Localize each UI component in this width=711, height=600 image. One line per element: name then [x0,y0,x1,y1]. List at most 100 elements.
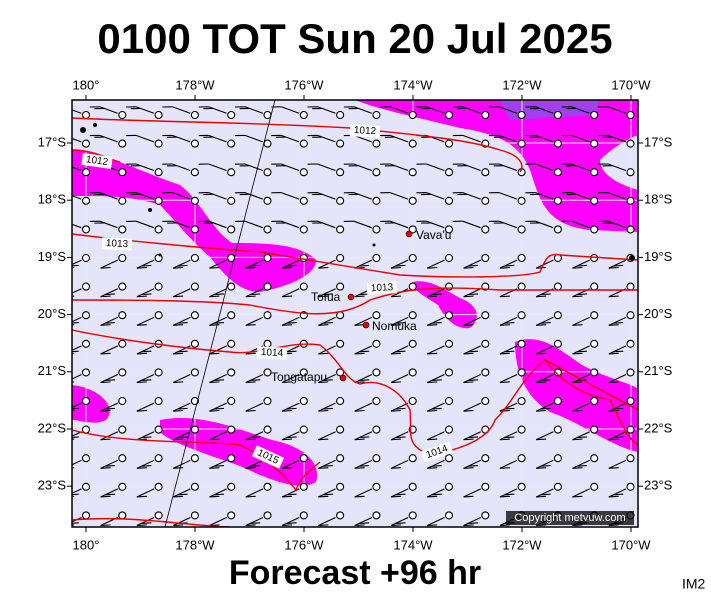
barb-staff [209,402,227,412]
barb-station [481,511,490,520]
barb-staff [390,431,409,441]
wind-barb [535,368,562,384]
wind-barb [499,482,526,498]
barb-staff [100,259,119,269]
barb-feather [136,352,147,355]
barb-feather [468,522,479,524]
barb-station [154,196,163,205]
barb-station [154,110,163,120]
wind-barb [452,220,490,234]
barb-feather [390,324,401,326]
wind-barb [245,425,272,441]
wind-barb [318,368,345,384]
barb-staff [72,488,82,494]
wind-barb [463,396,490,412]
wind-barb [535,396,562,412]
barb-staff [354,431,373,441]
isobar-label: 1013 [106,238,129,250]
barb-feather [390,266,401,269]
wind-barb [463,282,490,298]
barb-feather [468,436,479,439]
barb-feather [572,495,583,498]
barb-feather [427,266,438,269]
barb-staff [172,459,191,469]
barb-feather [390,381,401,384]
wind-barb [416,220,454,234]
barb-station [336,425,345,434]
barb-feather [395,522,406,524]
barb-staff [535,220,554,229]
barb-staff [608,459,627,469]
barb-feather [177,264,188,267]
barb-feather [468,350,479,353]
barb-station [481,168,490,177]
wind-barb [380,220,417,234]
barb-station [263,339,272,348]
wind-barb [126,220,163,234]
barb-station [118,454,127,463]
barb-station [517,110,526,120]
barb-staff [172,106,191,114]
barb-staff [427,459,445,469]
barb-station [481,368,490,377]
barb-feather [282,467,293,469]
barb-staff [390,345,409,355]
lat-label: 17°S [644,134,673,149]
barb-station [590,454,599,463]
barb-feather [318,467,329,469]
barb-feather [105,322,116,324]
barb-feather [105,465,116,467]
barb-staff [608,431,627,441]
wind-barb [427,454,454,469]
wind-barb [427,425,454,441]
title: 0100 TOT Sun 20 Jul 2025 [97,15,612,62]
barb-staff [498,192,518,200]
barb-station [517,253,526,263]
barb-station [299,139,308,148]
barb-feather [427,352,438,355]
barb-feather [72,407,79,410]
wind-barb [416,192,454,205]
barb-staff [318,431,336,441]
barb-feather [100,495,111,498]
barb-station [444,482,454,491]
barb-feather [499,495,510,498]
barb-station [118,368,127,377]
place-label: Tofua [311,290,341,304]
barb-station [626,339,635,348]
barb-staff [100,345,119,355]
barb-feather [72,350,79,353]
map-frame [71,99,639,528]
barb-station [227,196,236,205]
isobar-label: 1012 [85,154,109,168]
wind-barb [463,368,490,384]
wind-barb [354,396,381,412]
barb-staff [135,220,155,229]
barb-station [227,396,236,406]
wind-barb [572,311,599,326]
barb-staff [427,259,445,269]
barb-feather [72,264,79,267]
barb-staff [607,106,626,114]
barb-staff [318,488,336,498]
barb-feather [213,493,224,496]
barb-staff [244,106,263,114]
barb-staff [462,192,481,200]
barb-feather [504,407,515,410]
barb-staff [572,402,590,412]
barb-staff [99,220,118,229]
barb-staff [245,459,264,469]
barb-staff [499,259,518,269]
barb-staff [209,488,227,498]
barb-station [553,282,562,291]
barb-station [481,482,490,491]
barb-staff [535,488,554,498]
barb-staff [281,517,300,527]
barb-station [81,110,91,120]
barb-station [263,282,272,291]
wind-barb [463,482,490,498]
wind-barb [463,311,490,326]
barb-staff [427,431,445,441]
lon-label: 170°W [611,537,651,552]
wind-barb [100,425,127,441]
